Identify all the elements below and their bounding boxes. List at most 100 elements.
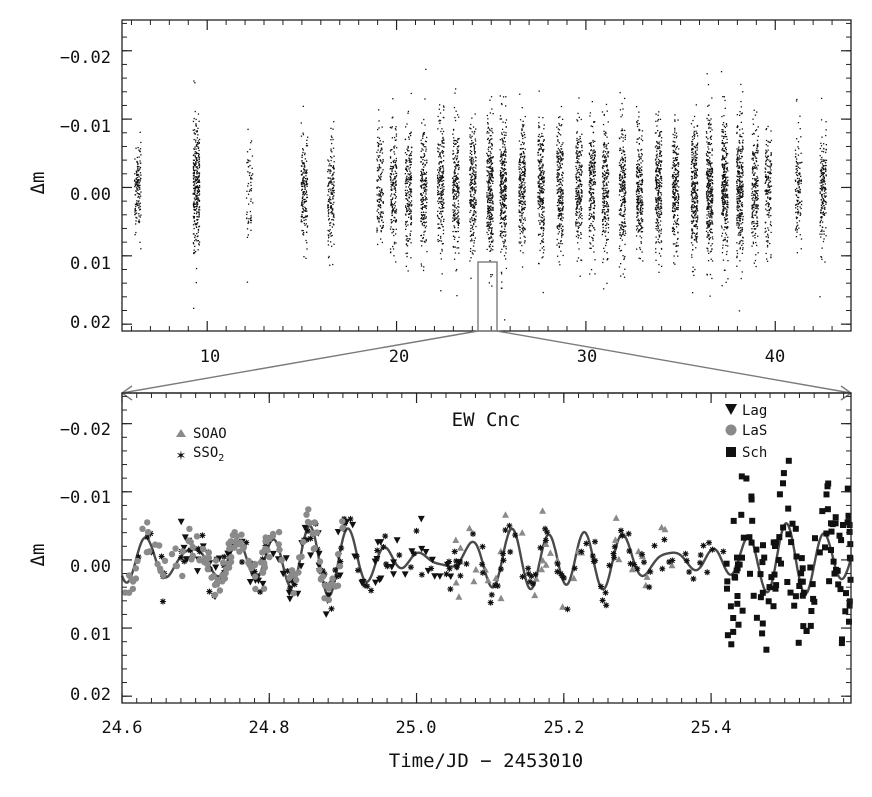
overview-data-point	[195, 196, 197, 198]
overview-data-point	[657, 114, 659, 116]
overview-data-point	[624, 138, 626, 141]
overview-data-point	[619, 245, 621, 247]
overview-data-point	[196, 185, 199, 187]
overview-data-point	[656, 229, 658, 231]
overview-data-point	[469, 143, 471, 145]
overview-data-point	[588, 169, 591, 172]
overview-data-point	[639, 223, 641, 226]
overview-data-point	[542, 140, 545, 142]
overview-data-point	[331, 142, 333, 145]
overview-data-point	[500, 196, 502, 198]
overview-data-point	[424, 199, 427, 201]
overview-data-point	[395, 183, 397, 186]
overview-data-point	[423, 234, 425, 236]
overview-data-point	[424, 159, 426, 162]
overview-data-point	[136, 188, 138, 190]
overview-data-point	[558, 124, 561, 126]
overview-data-point	[593, 172, 595, 174]
overview-data-point	[660, 220, 662, 222]
overview-data-point	[487, 137, 489, 139]
overview-data-point	[488, 206, 490, 208]
overview-data-point	[561, 204, 563, 206]
overview-data-point	[602, 156, 604, 158]
overview-data-point	[473, 205, 475, 208]
overview-data-point	[332, 147, 335, 149]
overview-data-point	[331, 192, 333, 194]
overview-data-point	[442, 168, 445, 170]
overview-data-point	[474, 176, 477, 178]
overview-data-point	[490, 248, 492, 250]
overview-data-point	[576, 211, 578, 213]
overview-data-point	[638, 202, 640, 204]
overview-data-point	[453, 214, 455, 216]
overview-data-point	[603, 173, 605, 175]
overview-data-point	[503, 219, 505, 221]
overview-data-point	[581, 184, 583, 186]
overview-data-point	[457, 196, 459, 198]
overview-data-point	[473, 223, 475, 226]
overview-data-point	[248, 190, 251, 192]
overview-data-point	[560, 250, 562, 252]
overview-data-point	[138, 188, 141, 190]
overview-data-point	[457, 190, 459, 192]
overview-data-point	[376, 179, 378, 181]
overview-data-point	[556, 226, 558, 228]
overview-data-point	[560, 145, 562, 147]
overview-data-point	[660, 177, 662, 179]
overview-data-point	[378, 194, 380, 196]
overview-data-point	[473, 148, 476, 150]
overview-data-point	[327, 185, 329, 187]
overview-data-point	[327, 194, 329, 196]
overview-data-point	[594, 259, 596, 261]
overview-data-point	[425, 150, 427, 152]
overview-data-point	[640, 158, 642, 160]
overview-data-point	[624, 161, 626, 163]
overview-data-point	[328, 212, 330, 214]
overview-data-point	[561, 208, 563, 211]
overview-data-point	[194, 155, 196, 157]
overview-data-point	[474, 143, 477, 145]
overview-data-point	[405, 206, 407, 208]
overview-data-point	[524, 163, 526, 165]
overview-data-point	[392, 204, 395, 206]
overview-data-point	[425, 146, 427, 148]
overview-data-point	[199, 181, 201, 183]
overview-data-point	[590, 173, 592, 175]
overview-data-point	[500, 189, 502, 191]
overview-data-point	[440, 223, 442, 225]
overview-data-point	[421, 168, 423, 170]
overview-data-point	[504, 319, 506, 321]
overview-data-point	[137, 163, 139, 166]
overview-data-point	[619, 232, 621, 234]
overview-data-point	[655, 164, 658, 166]
overview-data-point	[503, 144, 506, 146]
overview-data-point	[656, 200, 658, 202]
overview-data-point	[442, 151, 445, 153]
overview-data-point	[603, 162, 605, 164]
overview-data-point	[522, 196, 524, 199]
overview-data-point	[590, 215, 593, 217]
overview-data-point	[379, 193, 381, 195]
overview-data-point	[500, 195, 502, 197]
overview-data-point	[581, 215, 583, 217]
overview-data-point	[658, 182, 660, 184]
overview-data-point	[499, 156, 502, 158]
overview-data-point	[540, 148, 542, 150]
overview-data-point	[621, 196, 623, 198]
overview-data-point	[491, 127, 493, 130]
overview-data-point	[519, 159, 521, 161]
overview-data-point	[197, 186, 199, 188]
overview-data-point	[491, 173, 493, 175]
overview-data-point	[195, 206, 197, 208]
overview-data-point	[456, 268, 458, 271]
overview-data-point	[556, 126, 558, 128]
overview-data-point	[377, 218, 379, 220]
overview-data-point	[557, 215, 559, 217]
overview-data-point	[539, 202, 541, 204]
overview-data-point	[304, 198, 306, 201]
overview-data-point	[501, 281, 503, 283]
overview-data-point	[523, 142, 525, 144]
overview-data-point	[659, 202, 661, 205]
overview-data-point	[304, 152, 306, 154]
overview-data-point	[423, 153, 425, 155]
